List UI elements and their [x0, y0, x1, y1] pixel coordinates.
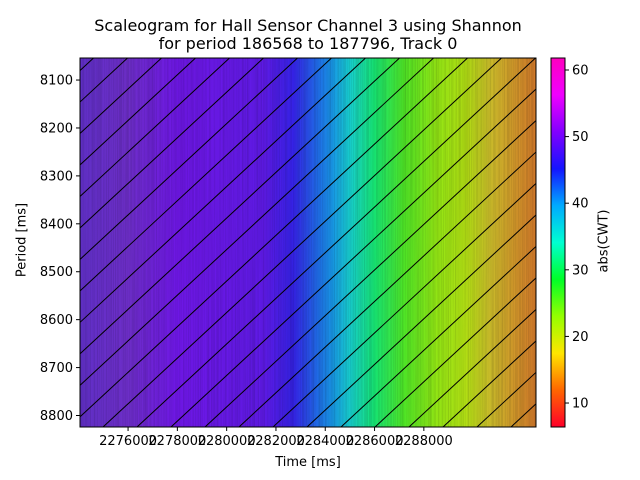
hatch-line — [80, 58, 468, 418]
x-tick-label: 2282000 — [247, 434, 305, 449]
x-tick-label: 2284000 — [296, 434, 354, 449]
hatch-line — [272, 182, 536, 427]
y-axis-label: Period [ms] — [14, 202, 30, 278]
y-tick-label: 8500 — [40, 265, 73, 280]
y-tick-label: 8100 — [40, 74, 73, 89]
hatch-line — [170, 88, 536, 427]
hatch-line — [80, 58, 434, 387]
heatmap-area — [80, 58, 640, 427]
plot-frame — [79, 57, 537, 428]
hatch-line — [136, 58, 536, 427]
x-tick-label: 2280000 — [198, 434, 256, 449]
hatch-line — [80, 58, 230, 198]
x-axis-label: Time [ms] — [275, 455, 341, 470]
colorbar-tick-label: 50 — [572, 130, 589, 145]
hatch-line — [374, 277, 536, 427]
colorbar-frame — [550, 57, 566, 428]
colorbar-tick-label: 30 — [572, 263, 589, 278]
hatch-line — [80, 58, 196, 166]
x-axis: 2276000227800022800002282000228400022860… — [99, 427, 453, 449]
y-tick-label: 8600 — [40, 313, 73, 328]
colorbar-tick-label: 60 — [572, 63, 589, 78]
hatch-line — [80, 58, 264, 229]
hatch-line — [204, 119, 536, 427]
colorbar-ticks: 10 20 30 40 50 60 — [565, 63, 589, 412]
colorbar: 10 20 30 40 50 60 — [550, 57, 589, 428]
colorbar-tick-label: 10 — [572, 397, 589, 412]
hatch-line — [306, 214, 536, 427]
heatmap-texture — [80, 58, 536, 427]
hatch-line — [80, 58, 332, 292]
y-tick-label: 8700 — [40, 361, 73, 376]
x-tick-label: 2288000 — [395, 434, 453, 449]
hatch-line — [80, 58, 298, 261]
chart-title-line-1: Scaleogram for Hall Sensor Channel 3 usi… — [94, 16, 522, 35]
y-tick-label: 8400 — [40, 217, 73, 232]
hatch-lines — [80, 58, 640, 427]
hatch-line — [408, 308, 536, 427]
x-tick-label: 2278000 — [148, 434, 206, 449]
colorbar-label: abs(CWT) — [596, 209, 612, 273]
y-tick-label: 8200 — [40, 121, 73, 136]
y-axis: 8100 8200 8300 8400 8500 8600 8700 8800 — [40, 74, 80, 424]
hatch-line — [340, 245, 536, 427]
x-tick-label: 2276000 — [99, 434, 157, 449]
colorbar-tick-label: 40 — [572, 197, 589, 212]
hatch-line — [80, 58, 366, 324]
hatch-line — [80, 58, 400, 355]
x-tick-label: 2286000 — [346, 434, 404, 449]
hatch-line — [238, 151, 536, 427]
hatch-line — [613, 58, 640, 427]
y-tick-label: 8300 — [40, 169, 73, 184]
hatch-line — [80, 58, 162, 135]
y-tick-label: 8800 — [40, 409, 73, 424]
colorbar-tick-label: 20 — [572, 330, 589, 345]
hatch-line — [442, 340, 536, 427]
colorbar-gradient — [551, 58, 565, 427]
hatch-line — [102, 58, 502, 427]
chart-title-line-2: for period 186568 to 187796, Track 0 — [158, 34, 458, 53]
